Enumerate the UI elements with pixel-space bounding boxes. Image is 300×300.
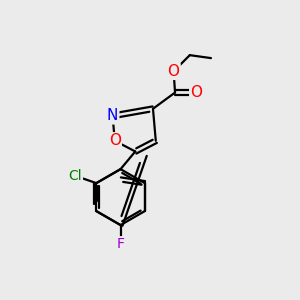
Text: O: O: [190, 85, 202, 100]
Text: O: O: [168, 64, 180, 79]
Text: N: N: [107, 108, 118, 123]
Text: F: F: [117, 237, 124, 251]
Text: O: O: [109, 133, 121, 148]
Text: Cl: Cl: [68, 169, 82, 183]
